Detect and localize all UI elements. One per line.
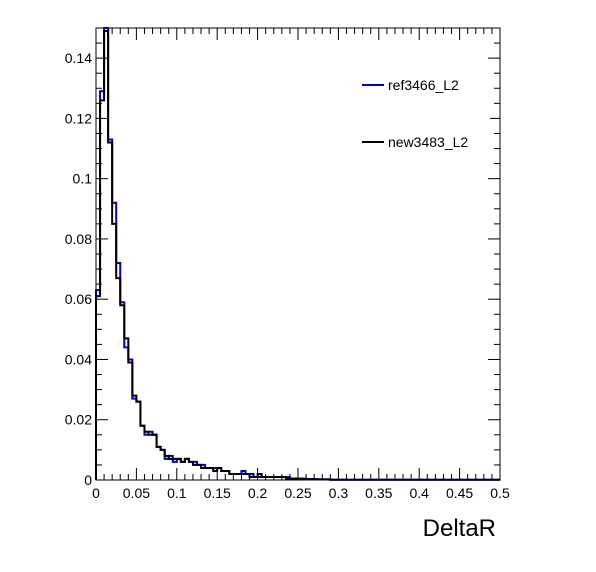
legend-label-new3483: new3483_L2: [388, 134, 468, 150]
y-tick-label: 0.06: [65, 291, 92, 307]
x-tick-label: 0.2: [248, 485, 268, 501]
y-tick-label: 0.02: [65, 412, 92, 428]
x-tick-label: 0.45: [446, 485, 473, 501]
legend: ref3466_L2 new3483_L2: [356, 66, 490, 166]
x-tick-label: 0.4: [409, 485, 429, 501]
x-tick-label: 0.3: [329, 485, 349, 501]
x-tick-label: 0.1: [167, 485, 187, 501]
y-tick-label: 0.1: [73, 171, 93, 187]
y-tick-label: 0.12: [65, 110, 92, 126]
y-tick-labels: 0 0.02 0.04 0.06 0.08 0.1 0.12 0.14: [65, 50, 92, 488]
histogram-series-new3483_L2: [95, 30, 500, 481]
x-tick-labels: 0 0.05 0.1 0.15 0.2 0.25 0.3 0.35 0.4 0.45 0.5: [92, 485, 510, 501]
legend-box: [356, 66, 490, 166]
x-tick-label: 0: [92, 485, 100, 501]
x-axis-title: DeltaR: [423, 515, 496, 542]
histogram-series: [95, 27, 500, 481]
y-tick-label: 0.08: [65, 231, 92, 247]
y-tick-label: 0.14: [65, 50, 92, 66]
x-tick-label: 0.15: [204, 485, 231, 501]
x-tick-label: 0.5: [490, 485, 510, 501]
x-tick-label: 0.35: [365, 485, 392, 501]
x-tick-label: 0.25: [284, 485, 311, 501]
x-tick-label: 0.05: [123, 485, 150, 501]
legend-label-ref3466: ref3466_L2: [388, 77, 459, 93]
y-tick-label: 0: [84, 472, 92, 488]
y-tick-label: 0.04: [65, 351, 92, 367]
